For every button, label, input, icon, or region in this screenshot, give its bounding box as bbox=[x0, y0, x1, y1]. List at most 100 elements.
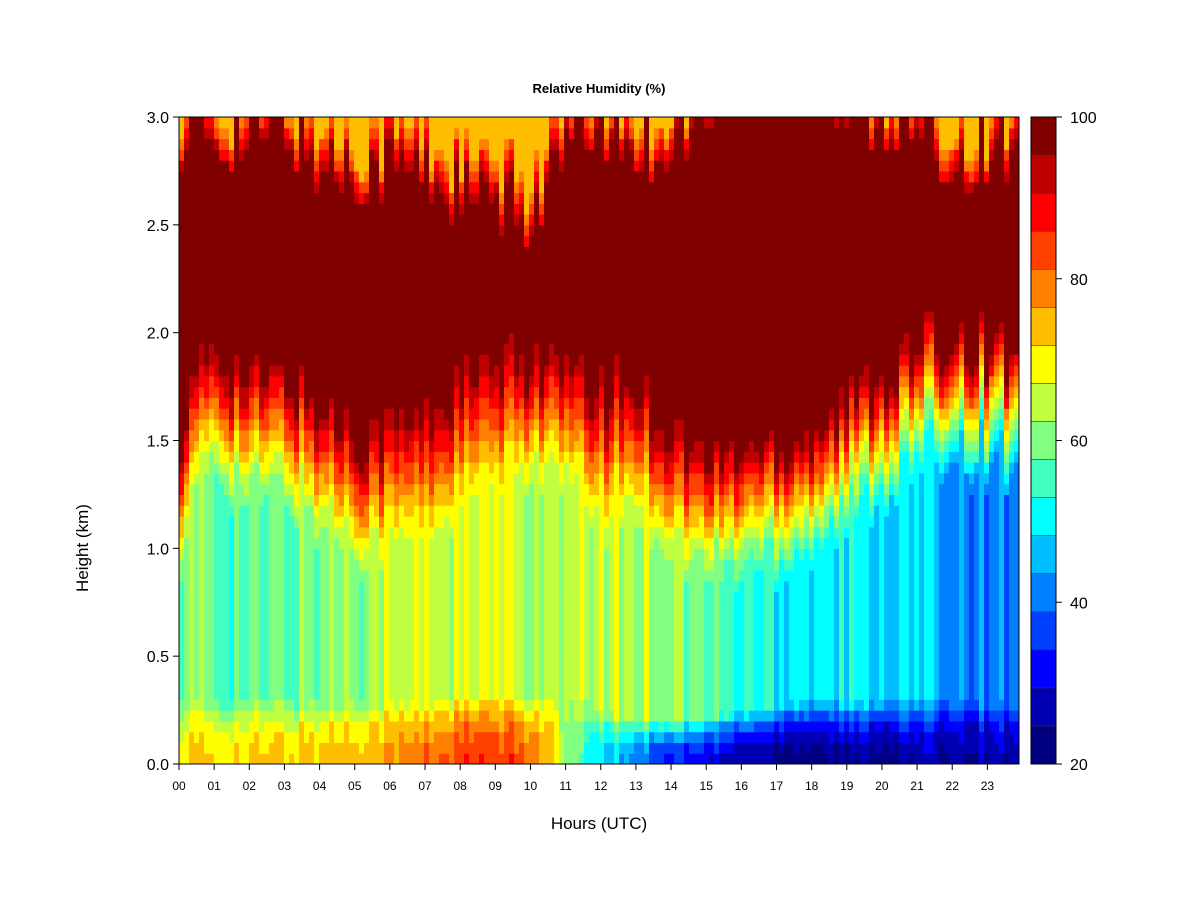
heatmap-cell bbox=[539, 440, 545, 452]
heatmap-cell bbox=[289, 645, 295, 657]
heatmap-cell bbox=[594, 656, 600, 668]
heatmap-cell bbox=[449, 710, 455, 722]
heatmap-cell bbox=[394, 267, 400, 280]
heatmap-cell bbox=[384, 580, 390, 593]
heatmap-cell bbox=[189, 289, 195, 301]
heatmap-cell bbox=[239, 127, 245, 140]
heatmap-cell bbox=[554, 224, 560, 237]
heatmap-cell bbox=[449, 138, 455, 150]
heatmap-cell bbox=[569, 386, 575, 398]
heatmap-cell bbox=[179, 343, 185, 355]
heatmap-cell bbox=[579, 235, 585, 247]
heatmap-cell bbox=[334, 656, 340, 668]
heatmap-cell bbox=[229, 710, 235, 722]
heatmap-cell bbox=[384, 548, 390, 560]
heatmap-cell bbox=[554, 203, 560, 215]
heatmap-cell bbox=[464, 440, 470, 452]
heatmap-cell bbox=[589, 257, 595, 269]
heatmap-cell bbox=[594, 645, 600, 657]
heatmap-cell bbox=[519, 354, 525, 366]
heatmap-cell bbox=[299, 138, 305, 150]
heatmap-cell bbox=[359, 526, 365, 539]
heatmap-cell bbox=[484, 677, 490, 690]
heatmap-cell bbox=[249, 418, 255, 431]
heatmap-cell bbox=[584, 677, 590, 690]
heatmap-cell bbox=[434, 515, 440, 528]
heatmap-cell bbox=[539, 699, 545, 711]
heatmap-cell bbox=[484, 505, 490, 517]
heatmap-cell bbox=[494, 613, 500, 625]
heatmap-cell bbox=[549, 731, 555, 744]
heatmap-cell bbox=[464, 753, 470, 764]
heatmap-cell bbox=[509, 580, 515, 593]
heatmap-cell bbox=[409, 623, 415, 636]
heatmap-cell bbox=[394, 365, 400, 377]
heatmap-cell bbox=[579, 224, 585, 237]
heatmap-cell bbox=[194, 343, 200, 355]
heatmap-cell bbox=[364, 321, 370, 334]
heatmap-cell bbox=[294, 408, 300, 420]
heatmap-cell bbox=[184, 203, 190, 215]
heatmap-cell bbox=[379, 634, 385, 646]
heatmap-cell bbox=[254, 462, 260, 474]
heatmap-cell bbox=[224, 515, 230, 528]
heatmap-cell bbox=[204, 386, 210, 398]
heatmap-cell bbox=[209, 548, 215, 560]
heatmap-cell bbox=[429, 526, 435, 539]
heatmap-cell bbox=[319, 354, 325, 366]
heatmap-cell bbox=[514, 160, 520, 172]
heatmap-cell bbox=[219, 526, 225, 539]
heatmap-cell bbox=[474, 300, 480, 312]
heatmap-cell bbox=[229, 494, 235, 506]
heatmap-cell bbox=[204, 257, 210, 269]
heatmap-cell bbox=[539, 408, 545, 420]
heatmap-cell bbox=[214, 666, 220, 679]
heatmap-cell bbox=[369, 257, 375, 269]
heatmap-cell bbox=[584, 451, 590, 463]
heatmap-cell bbox=[209, 515, 215, 528]
heatmap-cell bbox=[384, 354, 390, 366]
heatmap-cell bbox=[474, 494, 480, 506]
heatmap-cell bbox=[479, 731, 485, 744]
heatmap-cell bbox=[184, 548, 190, 560]
heatmap-cell bbox=[359, 354, 365, 366]
heatmap-cell bbox=[284, 483, 290, 496]
heatmap-cell bbox=[519, 731, 525, 744]
heatmap-cell bbox=[554, 257, 560, 269]
heatmap-cell bbox=[254, 214, 260, 226]
heatmap-cell bbox=[399, 559, 405, 571]
heatmap-cell bbox=[364, 559, 370, 571]
heatmap-cell bbox=[259, 214, 265, 226]
heatmap-cell bbox=[504, 267, 510, 280]
heatmap-cell bbox=[589, 343, 595, 355]
heatmap-cell bbox=[419, 311, 425, 323]
heatmap-cell bbox=[349, 440, 355, 452]
heatmap-cell bbox=[339, 656, 345, 668]
heatmap-cell bbox=[459, 720, 465, 733]
heatmap-cell bbox=[539, 224, 545, 237]
heatmap-cell bbox=[559, 408, 565, 420]
heatmap-cell bbox=[189, 634, 195, 646]
heatmap-cell bbox=[179, 494, 185, 506]
heatmap-cell bbox=[539, 375, 545, 388]
heatmap-cell bbox=[364, 580, 370, 593]
heatmap-cell bbox=[289, 688, 295, 700]
heatmap-cell bbox=[379, 332, 385, 345]
heatmap-cell bbox=[454, 677, 460, 690]
heatmap-cell bbox=[554, 580, 560, 593]
heatmap-cell bbox=[374, 321, 380, 334]
heatmap-cell bbox=[479, 602, 485, 614]
heatmap-cell bbox=[489, 343, 495, 355]
heatmap-cell bbox=[364, 343, 370, 355]
heatmap-cell bbox=[489, 332, 495, 345]
heatmap-cell bbox=[484, 688, 490, 700]
heatmap-cell bbox=[314, 710, 320, 722]
heatmap-cell bbox=[549, 656, 555, 668]
heatmap-cell bbox=[384, 472, 390, 485]
heatmap-cell bbox=[309, 602, 315, 614]
heatmap-cell bbox=[474, 311, 480, 323]
heatmap-cell bbox=[344, 354, 350, 366]
heatmap-cell bbox=[294, 666, 300, 679]
heatmap-cell bbox=[184, 688, 190, 700]
heatmap-cell bbox=[359, 710, 365, 722]
